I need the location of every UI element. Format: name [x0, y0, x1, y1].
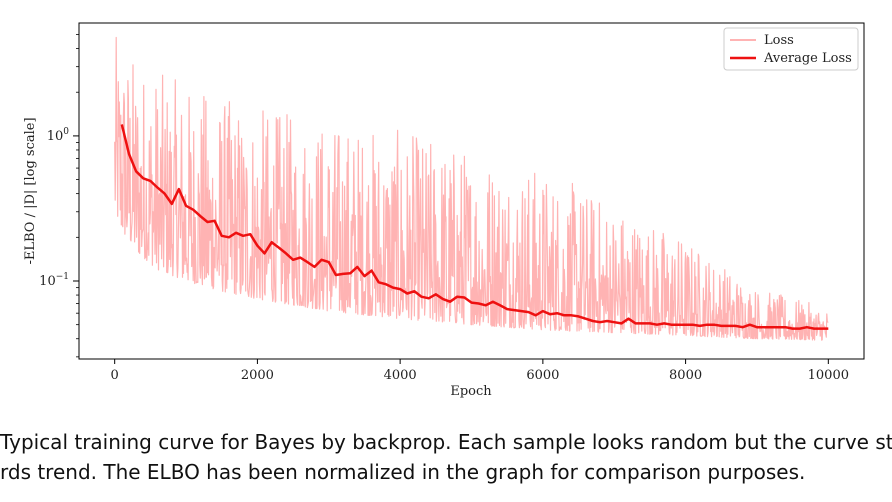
legend-box: [723, 27, 859, 71]
x-tick-label: 6000: [526, 368, 559, 383]
y-tick-label: 100: [47, 127, 70, 144]
loss-line: [114, 36, 829, 341]
y-axis-label: -ELBO / |D| [log scale]: [23, 117, 38, 264]
plot-frame: [78, 22, 865, 360]
x-tick-label: 4000: [384, 368, 417, 383]
loss-series: [114, 36, 829, 341]
x-axis: 0 2000 4000 6000 8000 10000: [111, 359, 849, 383]
x-tick-label: 10000: [808, 368, 849, 383]
x-tick-label: 8000: [669, 368, 702, 383]
average-loss-series: [120, 124, 829, 330]
figure-caption-line-1: Typical training curve for Bayes by back…: [0, 430, 892, 454]
x-axis-label: Epoch: [450, 384, 492, 399]
legend-label-average-loss: Average Loss: [763, 51, 852, 66]
legend-label-loss: Loss: [764, 33, 794, 48]
loss-chart: 0 2000 4000 6000 8000 10000 10−1 100 Epoch -EL…: [23, 22, 865, 399]
y-tick-label: 10−1: [39, 272, 69, 289]
legend: Loss Average Loss: [723, 27, 859, 71]
x-tick-label: 0: [111, 368, 119, 383]
x-tick-label: 2000: [241, 368, 274, 383]
figure-caption-line-2: rds trend. The ELBO has been normalized …: [0, 460, 806, 484]
average-loss-line: [120, 124, 829, 330]
y-axis: 10−1 100: [39, 34, 79, 358]
